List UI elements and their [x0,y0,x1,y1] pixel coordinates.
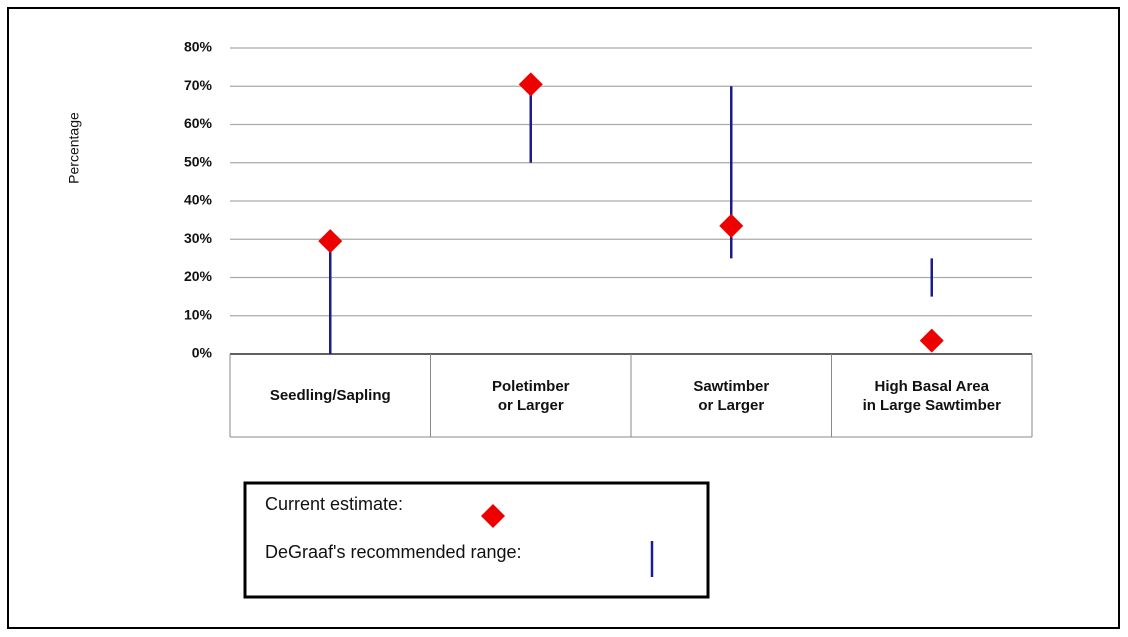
y-tick-label: 50% [184,153,213,169]
x-tick-label: Sawtimber or Larger [693,377,770,414]
y-tick-label: 30% [184,230,213,246]
estimate-marker [318,229,343,254]
y-tick-label: 20% [184,268,213,284]
x-tick-label: Seedling/Sapling [269,387,391,404]
legend-label: DeGraaf's recommended range: [265,542,522,562]
y-tick-label: 60% [184,115,213,131]
x-tick-label: Poletimber or Larger [491,377,570,414]
x-tick-label: High Basal Area in Large Sawtimber [862,377,1001,414]
y-tick-label: 70% [184,77,213,93]
y-tick-label: 10% [184,306,213,322]
estimate-marker [719,213,744,238]
y-tick-label: 40% [184,192,213,208]
estimate-marker [919,328,944,353]
frame [7,7,1120,629]
legend-label: Current estimate: [265,494,403,514]
y-axis-label: Percentage [66,112,82,184]
y-tick-label: 0% [192,345,213,361]
y-tick-label: 80% [184,39,213,55]
legend-symbol [481,504,505,528]
legend-box [243,481,710,599]
estimate-marker [518,72,543,97]
